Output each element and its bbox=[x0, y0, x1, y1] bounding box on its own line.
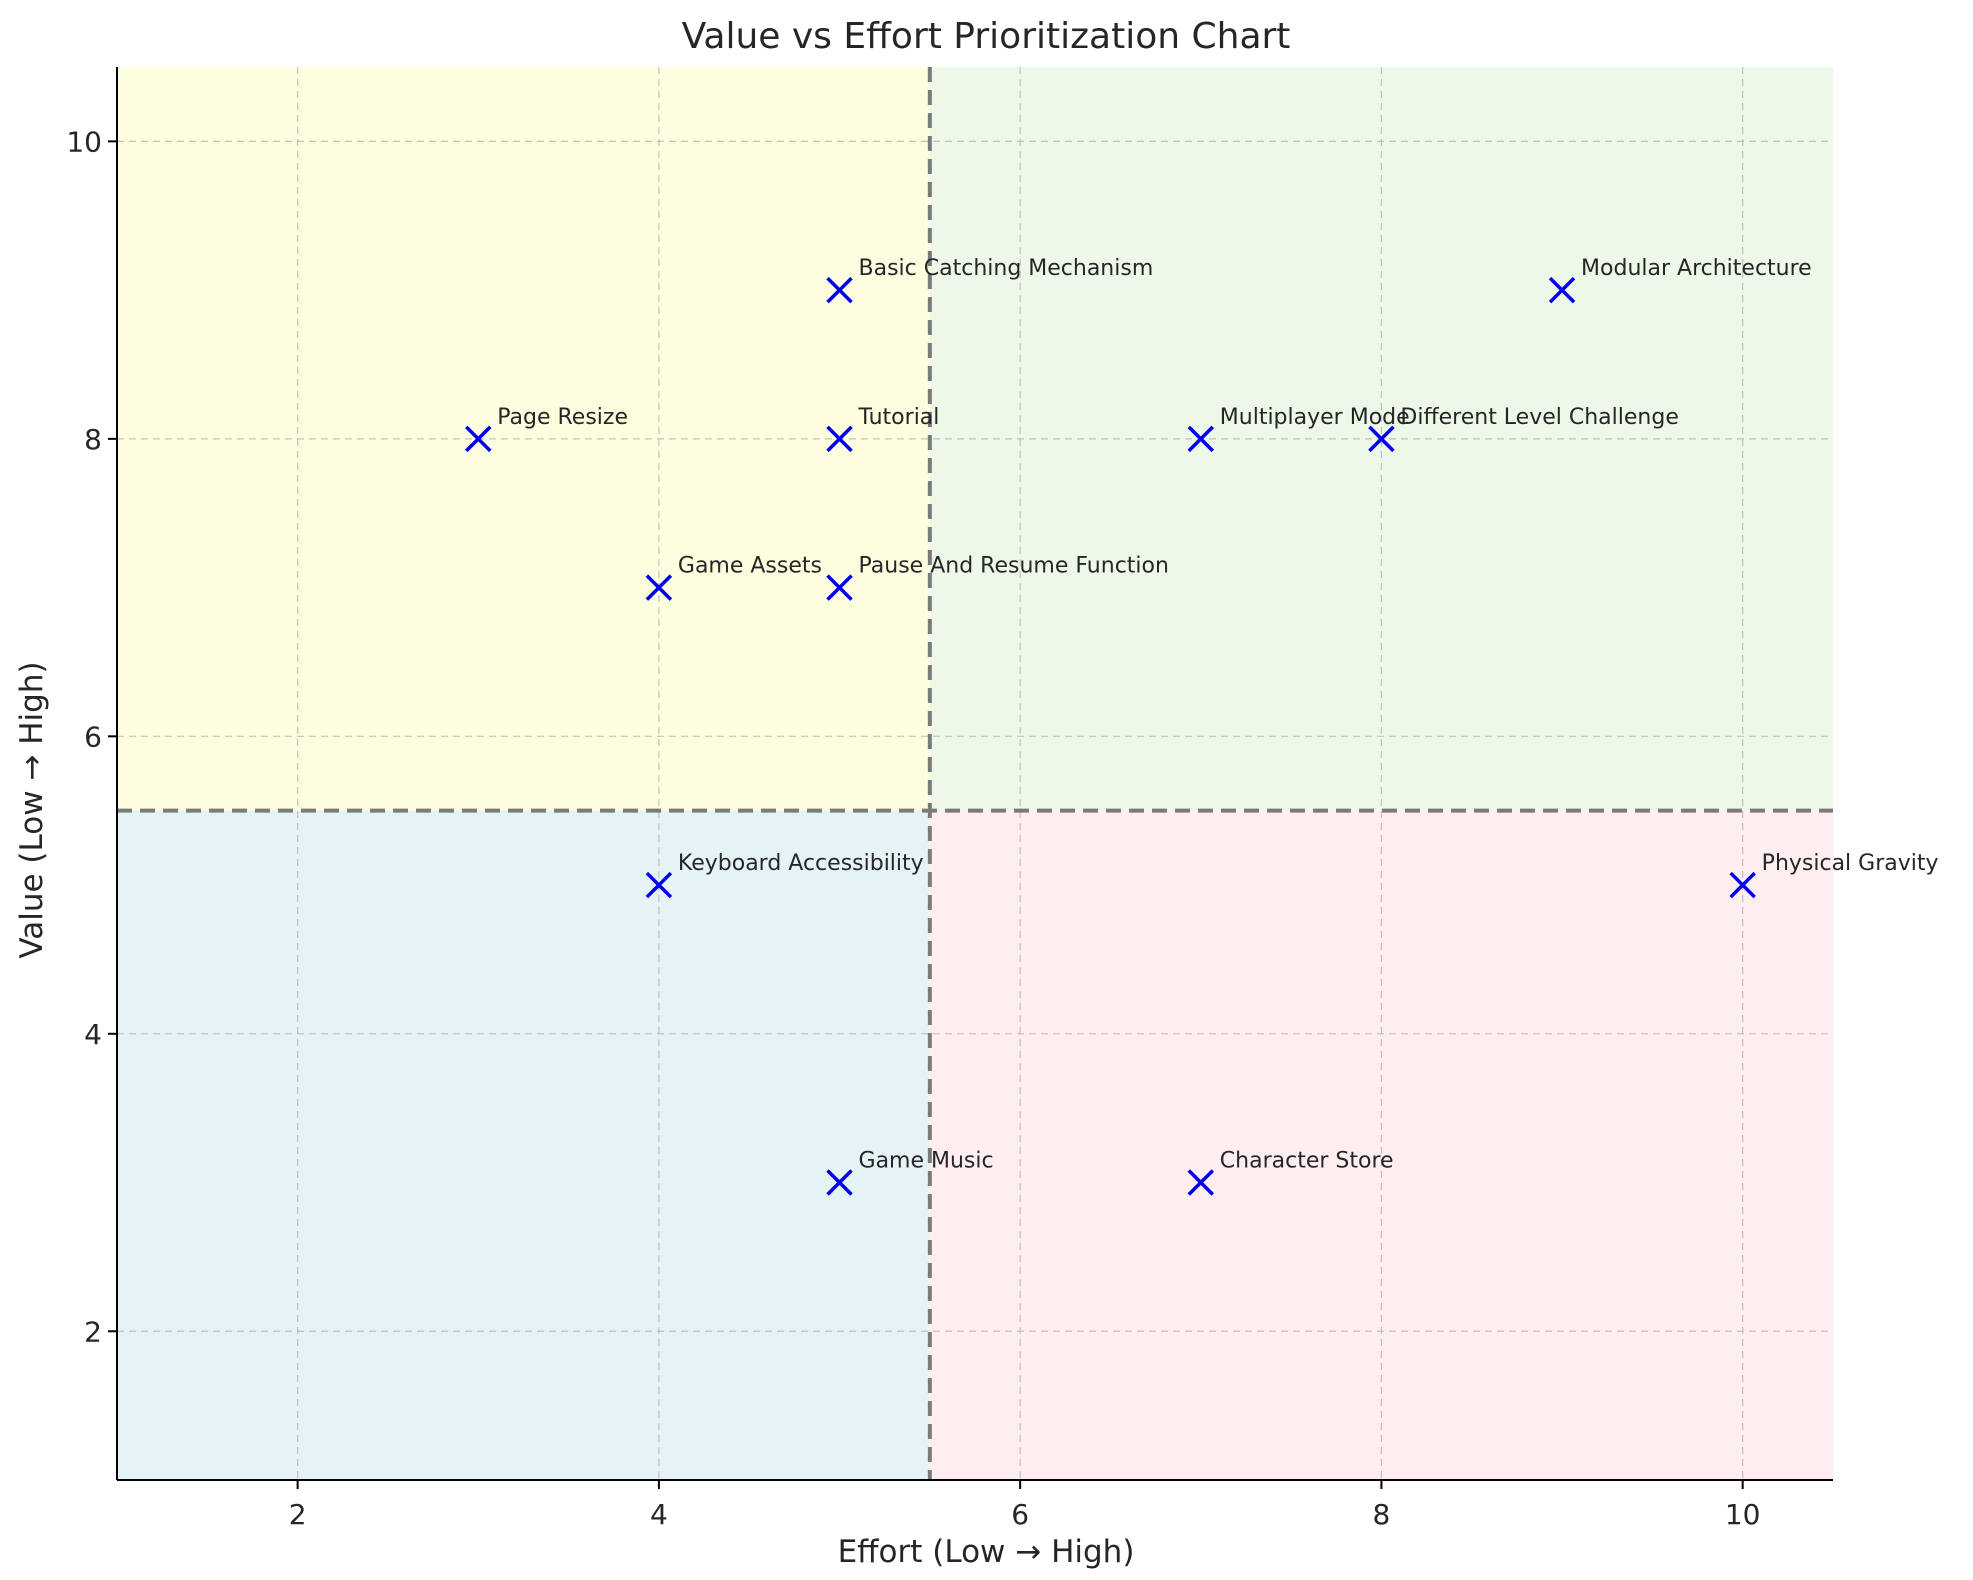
scatter-point bbox=[1729, 871, 1756, 899]
marker-stroke bbox=[1368, 425, 1395, 453]
chart-title: Value vs Effort Prioritization Chart bbox=[682, 16, 1291, 57]
marker-stroke bbox=[645, 871, 673, 899]
point-label: Physical Gravity bbox=[1762, 851, 1939, 876]
x-tick-label: 10 bbox=[1725, 1498, 1761, 1531]
marker-stroke bbox=[1729, 871, 1756, 899]
x-tick-label: 8 bbox=[1373, 1498, 1391, 1531]
scatter-point bbox=[826, 1169, 853, 1196]
point-label: Game Music bbox=[859, 1149, 994, 1174]
x-tick-label: 4 bbox=[650, 1498, 668, 1531]
marker-stroke bbox=[645, 574, 673, 601]
marker-stroke bbox=[826, 425, 853, 453]
point-label: Different Level Challenge bbox=[1400, 405, 1678, 430]
data-points: Page Resize Game Assets Keyboard Accessibi… bbox=[465, 256, 1939, 1196]
point-label: Page Resize bbox=[497, 405, 628, 430]
quadrant-2 bbox=[117, 810, 930, 1480]
y-tick-label: 10 bbox=[66, 125, 102, 158]
axes: 2 4 6 8 10 2 4 6 8 10 bbox=[66, 67, 1833, 1531]
point-label: Modular Architecture bbox=[1581, 256, 1812, 281]
point-label: Multiplayer Mode bbox=[1220, 405, 1410, 430]
marker-stroke bbox=[826, 276, 853, 304]
y-tick-label: 4 bbox=[84, 1018, 102, 1051]
scatter-point bbox=[1187, 425, 1215, 453]
scatter-point bbox=[1548, 276, 1576, 304]
marker-stroke bbox=[1187, 1169, 1215, 1196]
point-label: Basic Catching Mechanism bbox=[859, 256, 1154, 281]
scatter-point bbox=[826, 425, 853, 453]
scatter-point bbox=[826, 276, 853, 304]
point-label: Pause And Resume Function bbox=[859, 554, 1169, 579]
quadrant-dividers bbox=[117, 67, 1833, 1480]
marker-stroke bbox=[465, 425, 492, 453]
point-label: Character Store bbox=[1220, 1149, 1394, 1174]
scatter-point bbox=[1368, 425, 1395, 453]
marker-stroke bbox=[826, 574, 853, 601]
x-tick-label: 6 bbox=[1011, 1498, 1029, 1531]
scatter-point bbox=[826, 574, 853, 601]
marker-stroke bbox=[826, 1169, 853, 1196]
marker-stroke bbox=[1187, 425, 1215, 453]
y-tick-label: 8 bbox=[84, 423, 102, 456]
point-label: Game Assets bbox=[678, 554, 822, 579]
y-tick-label: 2 bbox=[84, 1315, 102, 1348]
scatter-point bbox=[465, 425, 492, 453]
marker-stroke bbox=[1548, 276, 1576, 304]
y-tick-label: 6 bbox=[84, 720, 102, 753]
x-axis-label: Effort (Low → High) bbox=[838, 1534, 1135, 1570]
y-axis-label: Value (Low → High) bbox=[14, 661, 50, 958]
point-label: Keyboard Accessibility bbox=[678, 851, 924, 876]
scatter-point bbox=[1187, 1169, 1215, 1196]
x-tick-label: 2 bbox=[289, 1498, 307, 1531]
scatter-point bbox=[645, 574, 673, 601]
scatter-point bbox=[645, 871, 673, 899]
point-label: Tutorial bbox=[858, 405, 940, 430]
grid-lines bbox=[117, 67, 1833, 1480]
